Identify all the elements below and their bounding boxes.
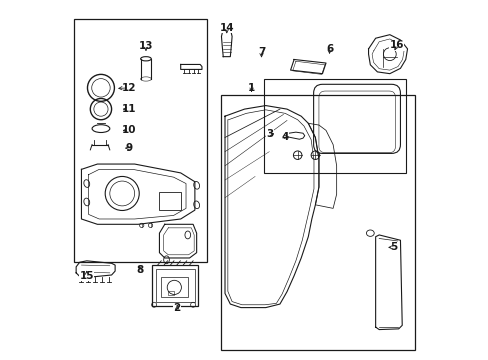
Bar — [264, 79, 405, 173]
Text: 9: 9 — [125, 143, 133, 153]
Bar — [152, 265, 198, 306]
Bar — [159, 192, 181, 210]
Text: 7: 7 — [257, 48, 264, 57]
Bar — [168, 291, 173, 295]
Text: 15: 15 — [80, 271, 94, 281]
Text: 10: 10 — [122, 125, 136, 135]
Text: 11: 11 — [122, 104, 136, 114]
Text: 6: 6 — [325, 44, 332, 54]
Text: 3: 3 — [266, 129, 273, 139]
Text: 14: 14 — [219, 23, 234, 33]
Text: 4: 4 — [281, 132, 288, 142]
Text: 16: 16 — [389, 40, 404, 50]
Text: 1: 1 — [247, 83, 255, 93]
Bar — [221, 95, 414, 350]
Text: 5: 5 — [389, 242, 396, 252]
Bar — [161, 278, 187, 297]
Bar — [74, 19, 207, 261]
Text: 13: 13 — [139, 41, 153, 51]
Bar — [156, 269, 195, 302]
Text: 2: 2 — [173, 303, 181, 313]
Text: 8: 8 — [136, 265, 143, 275]
Text: 12: 12 — [122, 83, 136, 93]
